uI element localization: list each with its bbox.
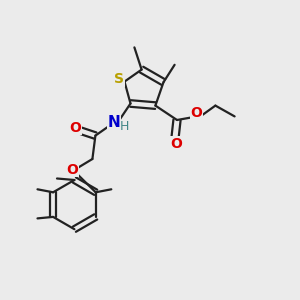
Text: O: O (66, 163, 78, 177)
Text: O: O (170, 137, 182, 151)
Text: N: N (108, 115, 120, 130)
Text: H: H (120, 120, 129, 133)
Text: O: O (70, 121, 82, 135)
Text: O: O (190, 106, 202, 120)
Text: S: S (114, 72, 124, 86)
